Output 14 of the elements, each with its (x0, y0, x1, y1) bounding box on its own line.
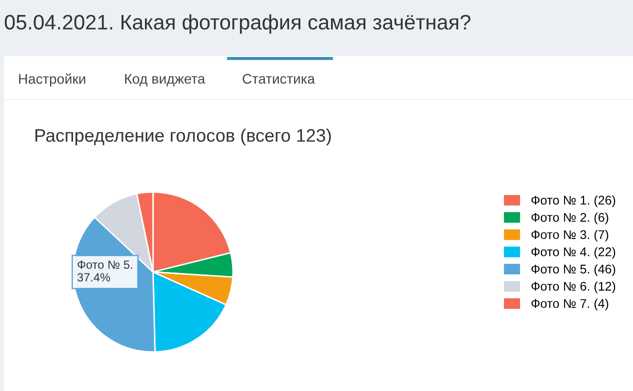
legend-label: Фото № 4. (22) (531, 247, 616, 259)
category-label: Фото № 5. (46) (531, 264, 616, 276)
text: 37.4% (77, 273, 110, 282)
legend-label: Фото № 1. (26) (531, 195, 616, 208)
legend-label: Фото № 6. (12) (531, 282, 616, 294)
text: Код виджета (125, 74, 206, 86)
legend-label: Фото № 2. (6) (531, 212, 608, 224)
text: Статистика (242, 74, 315, 84)
chart-subtitle: Распределение голосов (всего 123) (35, 128, 331, 146)
legend-label: Фото № 7. (4) (531, 298, 608, 310)
slice-label: Фото № 5. (78, 260, 132, 269)
text: Настройки (19, 73, 86, 87)
legend-label: Фото № 3. (7) (531, 230, 608, 242)
chart-title: 05.04.2021. Какая фотография самая зачётная? (4, 14, 470, 34)
